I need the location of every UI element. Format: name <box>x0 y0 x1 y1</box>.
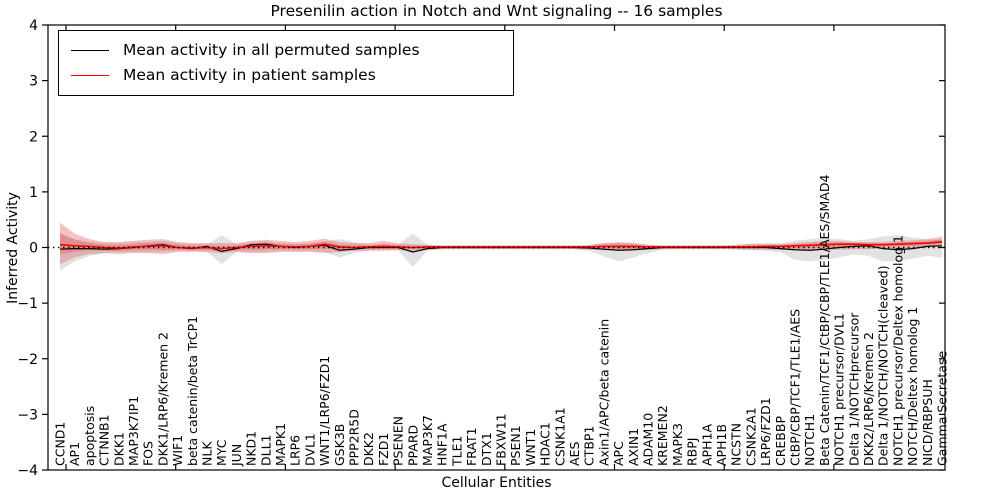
x-tick-label: PPP2R5D <box>347 409 362 466</box>
permuted-line-swatch <box>71 49 109 51</box>
x-tick-label: DKK1/LRP6/Kremen 2 <box>155 332 170 466</box>
x-tick-label: LRP6 <box>288 435 303 466</box>
y-axis-label: Inferred Activity <box>5 192 21 304</box>
x-tick-label: apoptosis <box>82 406 97 466</box>
x-tick-label: AXIN1 <box>626 428 641 466</box>
x-tick-label: AES <box>567 442 582 466</box>
x-tick-label: MAP3K7IP1 <box>126 396 141 466</box>
x-tick-label: PSENEN <box>391 416 406 466</box>
y-tick-label: −4 <box>17 463 38 479</box>
legend-entry-patient: Mean activity in patient samples <box>67 67 505 84</box>
x-tick-label: AP1 <box>67 442 82 466</box>
x-tick-label: APH1B <box>714 424 729 466</box>
x-tick-label: APH1A <box>699 424 714 466</box>
x-tick-label: CTBP1 <box>582 426 597 466</box>
x-tick-label: FOS <box>141 441 156 466</box>
y-tick-label: −2 <box>17 352 38 368</box>
x-tick-label: NICD/RBPSUH <box>920 379 935 466</box>
y-tick-label: 1 <box>29 185 38 201</box>
x-tick-label: WIF1 <box>170 435 185 466</box>
x-tick-label: DTX1 <box>479 432 494 466</box>
x-tick-label: MAP3K7 <box>420 415 435 466</box>
x-tick-label: HNF1A <box>435 423 450 466</box>
y-tick-label: 0 <box>29 241 38 257</box>
x-tick-label: NCSTN <box>729 423 744 466</box>
x-tick-label: NKD1 <box>244 431 259 466</box>
x-tick-label: NOTCH1 precursor/Deltex homolog 1 <box>890 235 905 466</box>
x-tick-label: DLL1 <box>258 434 273 466</box>
x-tick-label: DVL1 <box>302 433 317 466</box>
x-tick-label: NOTCH/Deltex homolog 1 <box>905 307 920 466</box>
chart-title: Presenilin action in Notch and Wnt signa… <box>270 2 723 20</box>
patient-mean-line <box>59 241 943 250</box>
patient-band-outer <box>60 222 942 265</box>
x-tick-label: CtBP/CBP/TCF1/TLE1/AES <box>788 309 803 466</box>
x-tick-label: MYC <box>214 439 229 466</box>
x-tick-label: MAPK3 <box>670 423 685 466</box>
x-tick-label: DKK2 <box>361 432 376 466</box>
x-tick-label: RBPJ <box>685 438 700 467</box>
x-tick-label: PPARD <box>405 425 420 466</box>
y-tick-label: −1 <box>17 296 38 312</box>
x-tick-label: Axin1/APC/beta catenin <box>596 319 611 466</box>
y-tick-label: 3 <box>29 74 38 90</box>
x-tick-label: JUN <box>229 444 244 467</box>
x-tick-label: Delta 1/NOTCHprecursor <box>846 312 861 466</box>
legend-entry-permuted: Mean activity in all permuted samples <box>67 40 505 59</box>
x-tick-label: WNT1/LRP6/FZD1 <box>317 356 332 466</box>
x-tick-label: KREMEN2 <box>655 405 670 466</box>
x-tick-label: NLK <box>200 441 215 466</box>
x-tick-label: NOTCH1 precursor/DVL1 <box>832 313 847 466</box>
x-tick-label: FBXW11 <box>494 413 509 466</box>
x-tick-label: CTNNB1 <box>97 414 112 466</box>
x-tick-label: CSNK1A1 <box>552 407 567 466</box>
x-tick-label: Delta 1/NOTCH/NOTCH(cleaved) <box>876 265 891 466</box>
x-tick-label: DKK2/LRP6/Kremen 2 <box>861 332 876 466</box>
x-tick-label: APC <box>611 441 626 466</box>
x-tick-label: Beta Catenin/TCF1/CtBP/CBP/TLE1/AES/SMAD… <box>817 175 832 466</box>
x-tick-label: PSEN1 <box>508 425 523 466</box>
legend: Mean activity in all permuted samples Me… <box>58 30 514 96</box>
x-tick-label: ADAM10 <box>641 413 656 466</box>
x-tick-label: FZD1 <box>376 433 391 466</box>
permuted-band <box>60 233 942 271</box>
x-tick-label: LRP6/FZD1 <box>758 397 773 466</box>
x-tick-label: NOTCH1 <box>802 414 817 466</box>
x-tick-label: CREBBP <box>773 416 788 466</box>
x-axis-label: Cellular Entities <box>441 475 552 491</box>
patient-line-swatch <box>71 75 109 77</box>
y-tick-label: 2 <box>29 129 38 145</box>
x-tick-label: WNT1 <box>523 429 538 466</box>
legend-label-patient: Mean activity in patient samples <box>123 66 376 85</box>
x-tick-label: CSNK2A1 <box>743 407 758 466</box>
x-tick-label: FRAT1 <box>464 427 479 466</box>
x-tick-label: MAPK1 <box>273 423 288 466</box>
x-tick-label: CCND1 <box>53 422 68 466</box>
x-tick-label: GSK3B <box>332 424 347 466</box>
legend-label-permuted: Mean activity in all permuted samples <box>123 40 420 59</box>
x-tick-label: HDAC1 <box>538 422 553 466</box>
x-tick-label: beta catenin/beta TrCP1 <box>185 316 200 466</box>
x-tick-label: TLE1 <box>449 436 464 467</box>
x-tick-label: DKK1 <box>111 432 126 466</box>
y-tick-label: 4 <box>29 18 38 34</box>
x-tick-label: Gamma Secretase <box>935 351 950 466</box>
y-tick-label: −3 <box>17 407 38 423</box>
